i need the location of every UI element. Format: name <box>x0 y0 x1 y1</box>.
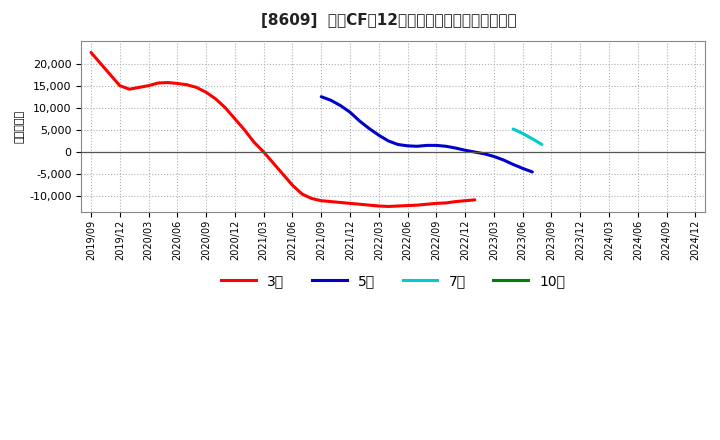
Y-axis label: （百万円）: （百万円） <box>15 110 25 143</box>
Text: [8609]  営業CFの12か月移動合計の平均値の推移: [8609] 営業CFの12か月移動合計の平均値の推移 <box>261 13 517 28</box>
Legend: 3年, 5年, 7年, 10年: 3年, 5年, 7年, 10年 <box>215 268 571 293</box>
